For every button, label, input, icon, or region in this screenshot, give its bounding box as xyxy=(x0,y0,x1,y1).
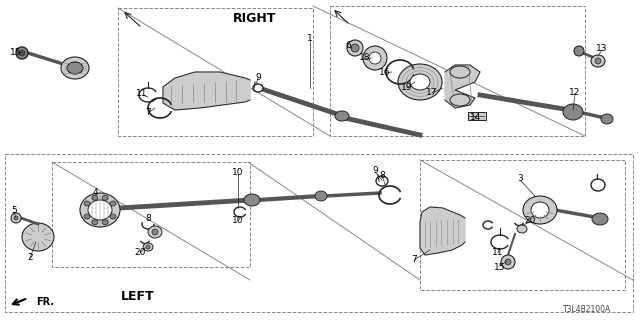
Polygon shape xyxy=(163,72,250,110)
Ellipse shape xyxy=(152,229,158,235)
Text: 8: 8 xyxy=(145,213,151,222)
Ellipse shape xyxy=(16,47,28,59)
Text: 18: 18 xyxy=(359,52,371,61)
Text: T3L4B2100A: T3L4B2100A xyxy=(563,306,611,315)
Ellipse shape xyxy=(80,193,120,227)
Text: 1: 1 xyxy=(307,34,313,43)
Text: 9: 9 xyxy=(372,165,378,174)
Text: 16: 16 xyxy=(380,68,391,76)
Ellipse shape xyxy=(505,259,511,265)
Ellipse shape xyxy=(517,225,527,233)
Text: 15: 15 xyxy=(494,263,506,273)
Text: 15: 15 xyxy=(10,47,22,57)
Text: 2: 2 xyxy=(27,253,33,262)
Text: 7: 7 xyxy=(145,108,151,116)
Polygon shape xyxy=(445,65,480,108)
Ellipse shape xyxy=(398,64,442,100)
Text: 8: 8 xyxy=(379,171,385,180)
Text: 5: 5 xyxy=(11,205,17,214)
Ellipse shape xyxy=(67,62,83,74)
Text: 9: 9 xyxy=(255,73,261,82)
Text: 14: 14 xyxy=(470,113,482,122)
Text: 6: 6 xyxy=(345,41,351,50)
Bar xyxy=(118,8,313,136)
Polygon shape xyxy=(420,207,465,255)
Ellipse shape xyxy=(102,220,108,225)
Ellipse shape xyxy=(146,245,150,249)
Text: LEFT: LEFT xyxy=(121,290,155,302)
Ellipse shape xyxy=(315,191,327,201)
Ellipse shape xyxy=(501,255,515,269)
Bar xyxy=(420,160,625,290)
Ellipse shape xyxy=(92,220,98,225)
Ellipse shape xyxy=(363,46,387,70)
Bar xyxy=(5,154,633,312)
Ellipse shape xyxy=(563,104,583,120)
Ellipse shape xyxy=(61,57,89,79)
Text: 11: 11 xyxy=(492,247,504,257)
Text: 7: 7 xyxy=(411,255,417,265)
Text: 10: 10 xyxy=(232,167,244,177)
Ellipse shape xyxy=(110,214,116,219)
Ellipse shape xyxy=(11,213,21,223)
Ellipse shape xyxy=(92,195,98,200)
Ellipse shape xyxy=(369,52,381,64)
Ellipse shape xyxy=(591,55,605,67)
Text: 3: 3 xyxy=(517,173,523,182)
Text: 10: 10 xyxy=(232,215,244,225)
Ellipse shape xyxy=(110,201,116,206)
Bar xyxy=(468,112,486,120)
Text: 17: 17 xyxy=(426,87,438,97)
Ellipse shape xyxy=(450,94,470,106)
Ellipse shape xyxy=(148,226,162,238)
Ellipse shape xyxy=(335,111,349,121)
Text: 12: 12 xyxy=(570,87,580,97)
Ellipse shape xyxy=(102,195,108,200)
Text: 4: 4 xyxy=(92,188,98,196)
Text: 20: 20 xyxy=(134,247,146,257)
Text: 11: 11 xyxy=(136,89,148,98)
Text: 19: 19 xyxy=(401,83,413,92)
Ellipse shape xyxy=(523,196,557,224)
Bar xyxy=(52,162,250,267)
Ellipse shape xyxy=(84,214,90,219)
Text: 13: 13 xyxy=(596,44,608,52)
Ellipse shape xyxy=(22,223,54,251)
Text: 20: 20 xyxy=(524,215,536,225)
Ellipse shape xyxy=(450,66,470,78)
Text: FR.: FR. xyxy=(36,297,54,307)
Bar xyxy=(330,6,585,136)
Ellipse shape xyxy=(410,74,430,90)
Ellipse shape xyxy=(88,200,112,220)
Text: RIGHT: RIGHT xyxy=(234,12,276,25)
Ellipse shape xyxy=(595,58,601,64)
Ellipse shape xyxy=(14,216,18,220)
Ellipse shape xyxy=(592,213,608,225)
Ellipse shape xyxy=(143,243,153,251)
Ellipse shape xyxy=(351,44,359,52)
Ellipse shape xyxy=(531,202,549,218)
Ellipse shape xyxy=(19,50,25,56)
Ellipse shape xyxy=(244,194,260,206)
Ellipse shape xyxy=(84,201,90,206)
Ellipse shape xyxy=(347,40,363,56)
Ellipse shape xyxy=(601,114,613,124)
Ellipse shape xyxy=(574,46,584,56)
